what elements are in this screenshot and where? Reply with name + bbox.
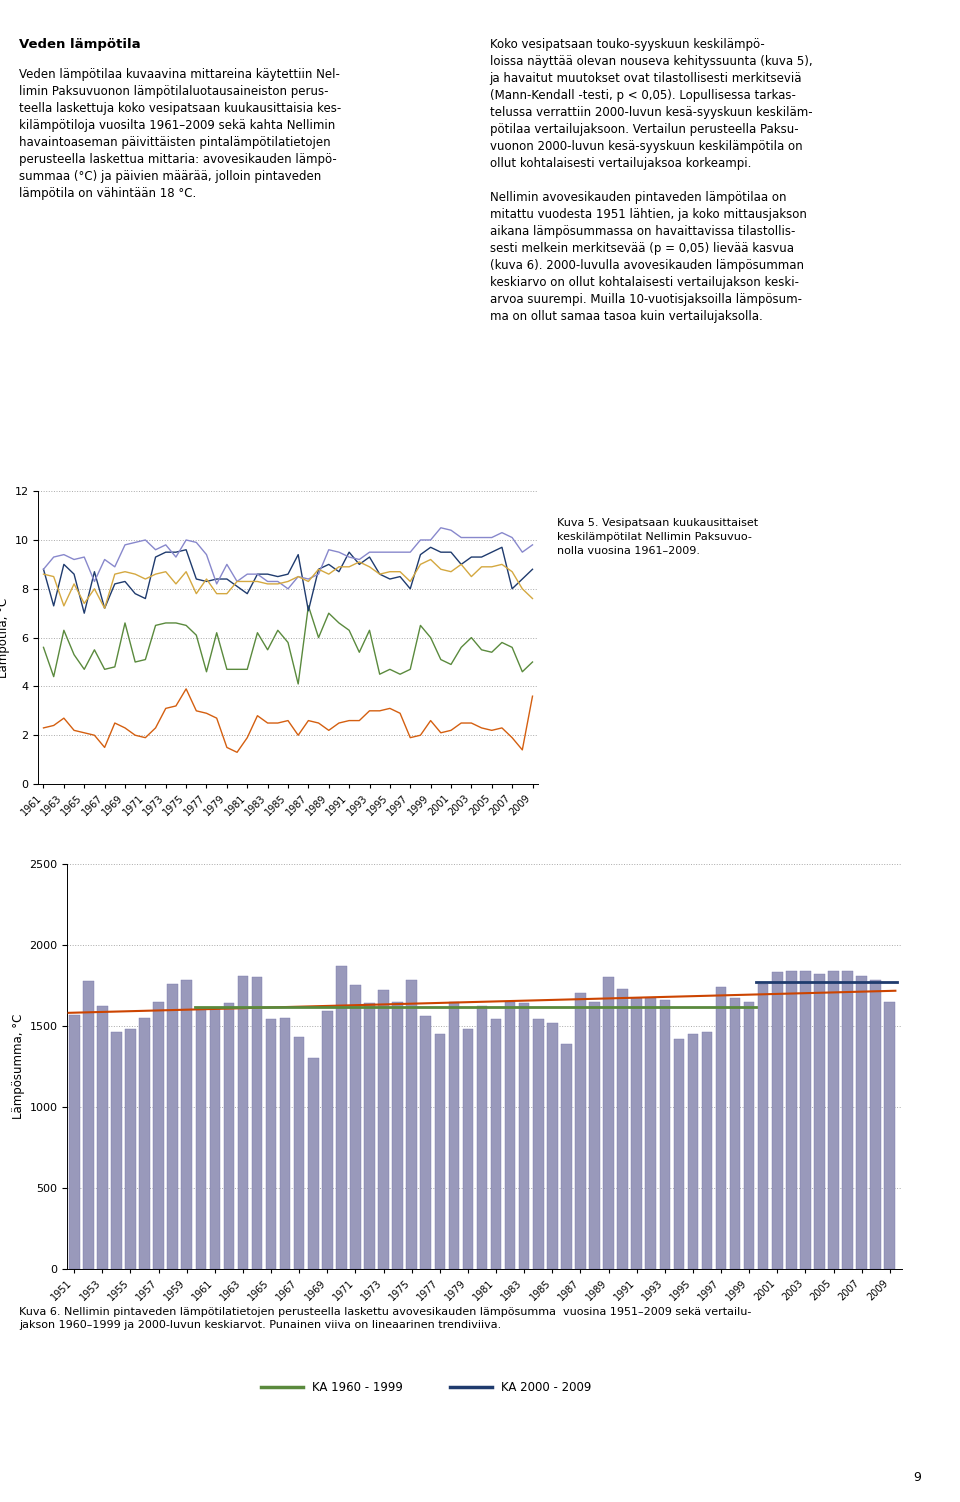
Bar <box>856 976 867 1269</box>
Bar <box>589 1002 600 1269</box>
Bar <box>393 1002 403 1269</box>
Legend: KA 1960 - 1999, KA 2000 - 2009: KA 1960 - 1999, KA 2000 - 2009 <box>256 1376 596 1398</box>
Bar <box>322 1011 332 1269</box>
Bar <box>730 999 740 1269</box>
Y-axis label: Lämpösumma, °C: Lämpösumma, °C <box>12 1014 25 1119</box>
Bar <box>252 978 262 1269</box>
Bar <box>280 1018 291 1269</box>
Bar <box>491 1020 501 1269</box>
Bar <box>83 981 93 1269</box>
Bar <box>632 999 642 1269</box>
Bar <box>786 970 797 1269</box>
Bar <box>477 1006 488 1269</box>
Bar <box>772 972 782 1269</box>
Text: Kuva 6. Nellimin pintaveden lämpötilatietojen perusteella laskettu avovesikauden: Kuva 6. Nellimin pintaveden lämpötilatie… <box>19 1307 752 1329</box>
Bar <box>308 1059 319 1269</box>
Bar <box>196 1008 206 1269</box>
Bar <box>364 1003 374 1269</box>
Bar <box>406 981 417 1269</box>
Text: Veden lämpötilaa kuvaavina mittareina käytettiin Nel-
limin Paksuvuonon lämpötil: Veden lämpötilaa kuvaavina mittareina kä… <box>19 68 342 200</box>
Bar <box>814 973 825 1269</box>
Bar <box>674 1039 684 1269</box>
Bar <box>181 981 192 1269</box>
Bar <box>660 1000 670 1269</box>
Legend: V, VI, VII, VIII, IX: V, VI, VII, VIII, IX <box>105 877 402 897</box>
Bar <box>266 1020 276 1269</box>
Bar <box>687 1033 698 1269</box>
Text: Veden lämpötila: Veden lämpötila <box>19 38 141 51</box>
Bar <box>561 1044 571 1269</box>
Bar <box>800 970 810 1269</box>
Bar <box>702 1032 712 1269</box>
Bar <box>294 1038 304 1269</box>
Bar <box>97 1006 108 1269</box>
Bar <box>716 987 727 1269</box>
Bar <box>871 981 881 1269</box>
Bar <box>435 1033 445 1269</box>
Bar <box>463 1029 473 1269</box>
Bar <box>167 984 178 1269</box>
Bar <box>154 1002 164 1269</box>
Bar <box>238 976 249 1269</box>
Bar <box>617 988 628 1269</box>
Bar <box>448 1002 459 1269</box>
Text: 9: 9 <box>914 1470 922 1484</box>
Bar <box>125 1029 135 1269</box>
Bar <box>533 1020 543 1269</box>
Bar <box>209 1008 220 1269</box>
Bar <box>350 985 361 1269</box>
Bar <box>744 1002 755 1269</box>
Bar <box>884 1002 895 1269</box>
Bar <box>336 966 347 1269</box>
Y-axis label: Lämpötila, °C: Lämpötila, °C <box>0 598 11 677</box>
Bar <box>378 990 389 1269</box>
Bar <box>505 1002 516 1269</box>
Bar <box>645 999 656 1269</box>
Bar <box>547 1023 558 1269</box>
Bar <box>603 978 613 1269</box>
Bar <box>224 1003 234 1269</box>
Bar <box>139 1018 150 1269</box>
Bar <box>69 1014 80 1269</box>
Text: Koko vesipatsaan touko-syyskuun keskilämpö-
loissa näyttää olevan nouseva kehity: Koko vesipatsaan touko-syyskuun keskiläm… <box>490 38 812 323</box>
Bar <box>111 1032 122 1269</box>
Bar <box>842 970 852 1269</box>
Bar <box>575 993 586 1269</box>
Bar <box>420 1017 431 1269</box>
Bar <box>758 984 768 1269</box>
Text: Kuva 5. Vesipatsaan kuukausittaiset
keskilämpötilat Nellimin Paksuvuo-
nolla vuo: Kuva 5. Vesipatsaan kuukausittaiset kesk… <box>557 518 758 556</box>
Bar <box>519 1003 530 1269</box>
Bar <box>828 970 839 1269</box>
